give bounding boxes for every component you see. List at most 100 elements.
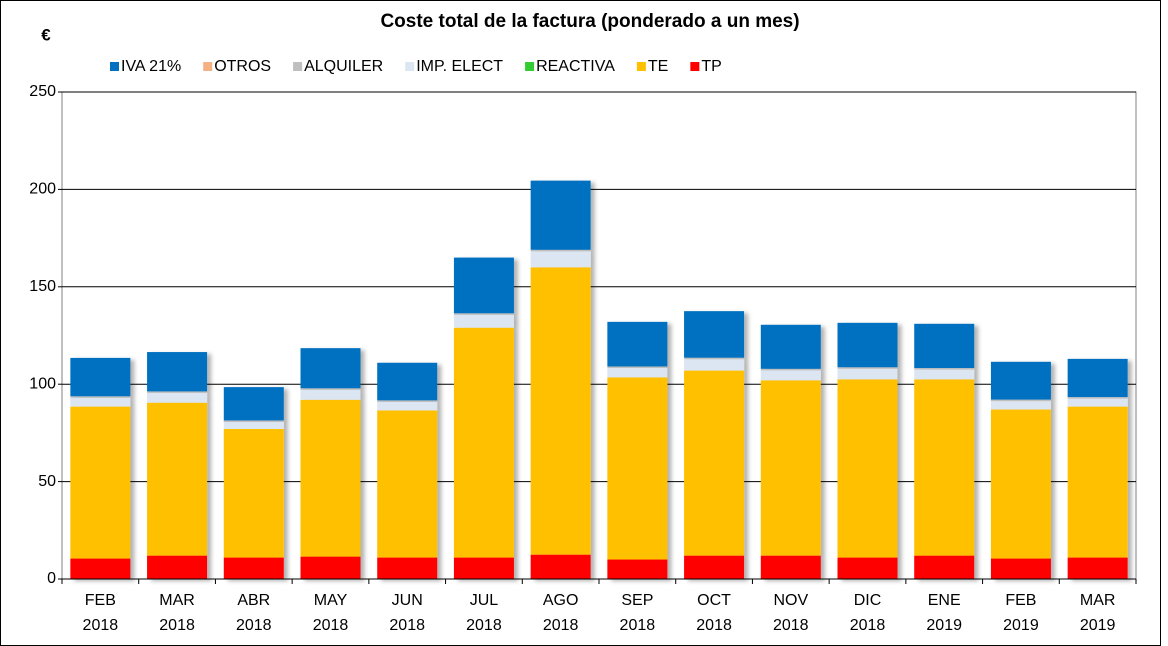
- bar-stack: [914, 323, 975, 579]
- bar-stack: [607, 321, 668, 579]
- bar-segment: [684, 311, 745, 358]
- bar-segment: [684, 357, 745, 360]
- bar-stack: [530, 180, 591, 579]
- bar-segment: [530, 180, 591, 250]
- bar-segment: [1067, 406, 1128, 558]
- y-tick-label: 150: [29, 278, 56, 295]
- x-tick-label: DIC 2018: [850, 592, 886, 634]
- bar-stack: [147, 352, 208, 579]
- bar-segment: [607, 366, 668, 369]
- bar-stack: [990, 361, 1051, 579]
- bar-segment: [914, 369, 975, 380]
- legend-label: IMP. ELECT: [416, 58, 503, 75]
- x-tick-label: SEP 2018: [620, 592, 656, 634]
- bar-segment: [223, 421, 284, 430]
- bar-segment: [147, 352, 208, 392]
- bar-segment: [760, 324, 821, 369]
- bar-segment: [453, 327, 514, 558]
- legend-label: IVA 21%: [121, 58, 181, 75]
- plot-area: [61, 91, 1137, 580]
- bar-segment: [70, 397, 131, 407]
- bar-segment: [530, 251, 591, 268]
- x-tick-label: ENE 2019: [926, 592, 962, 634]
- bar-segment: [530, 554, 591, 579]
- y-tick-label: 50: [38, 473, 56, 490]
- legend-label: TP: [701, 58, 721, 75]
- bar-segment: [223, 557, 284, 579]
- bar-segment: [760, 555, 821, 579]
- x-tick-label: MAR 2018: [159, 592, 195, 634]
- y-tick-label: 200: [29, 181, 56, 198]
- bar-segment: [990, 399, 1051, 402]
- legend-swatch: [525, 62, 535, 71]
- bar-stack: [70, 357, 131, 579]
- bar-segment: [760, 380, 821, 556]
- bar-segment: [70, 558, 131, 579]
- bar-segment: [377, 401, 438, 411]
- legend-label: OTROS: [214, 58, 271, 75]
- bar-stack: [300, 348, 361, 579]
- bar-segment: [377, 557, 438, 579]
- bar-segment: [300, 556, 361, 579]
- bar-segment: [147, 555, 208, 579]
- legend-swatch: [636, 62, 646, 71]
- bar-segment: [914, 323, 975, 369]
- bar-segment: [453, 314, 514, 328]
- bar-segment: [990, 409, 1051, 559]
- bar-segment: [607, 321, 668, 367]
- bar-segment: [837, 557, 898, 579]
- bar-segment: [990, 558, 1051, 579]
- bar-segment: [684, 359, 745, 371]
- bar-stack: [453, 257, 514, 579]
- bar-segment: [223, 387, 284, 421]
- legend-swatch: [110, 62, 119, 71]
- legend-swatch: [203, 62, 213, 71]
- bar-segment: [147, 391, 208, 393]
- bar-segment: [837, 368, 898, 380]
- legend-swatch: [405, 62, 415, 71]
- x-tick-label: MAY 2018: [313, 592, 349, 634]
- bar-segment: [914, 368, 975, 370]
- bar-segment: [1067, 358, 1128, 398]
- bar-segment: [990, 401, 1051, 410]
- bar-segment: [837, 379, 898, 558]
- x-tick-label: JUL 2018: [466, 592, 502, 634]
- bar-segment: [300, 389, 361, 400]
- bar-segment: [300, 399, 361, 557]
- bar-segment: [377, 400, 438, 402]
- y-axis-label: €: [41, 25, 51, 44]
- chart-title: Coste total de la factura (ponderado a u…: [380, 11, 799, 32]
- bar-segment: [70, 406, 131, 559]
- legend-label: TE: [648, 58, 668, 75]
- x-tick-label: ABR 2018: [236, 592, 272, 634]
- x-tick-label: MAR 2019: [1080, 592, 1116, 634]
- x-tick-label: NOV 2018: [773, 592, 809, 634]
- bar-segment: [760, 368, 821, 371]
- bar-stack: [684, 311, 745, 579]
- bar-segment: [530, 249, 591, 252]
- bar-stack: [760, 324, 821, 579]
- legend-swatch: [690, 62, 700, 71]
- x-tick-label: FEB 2019: [1003, 592, 1039, 634]
- bar-segment: [837, 367, 898, 369]
- bar-segment: [377, 362, 438, 401]
- bar-segment: [453, 313, 514, 315]
- x-tick-label: AGO 2018: [543, 592, 579, 634]
- bar-segment: [530, 267, 591, 555]
- bar-segment: [453, 557, 514, 579]
- bar-segment: [837, 322, 898, 368]
- bar-segment: [70, 396, 131, 398]
- bar-segment: [684, 555, 745, 579]
- bar-segment: [377, 410, 438, 558]
- x-tick-label: JUN 2018: [389, 592, 425, 634]
- bar-stack: [223, 387, 284, 579]
- bar-segment: [1067, 397, 1128, 399]
- y-tick-label: 250: [29, 83, 56, 100]
- bar-segment: [147, 402, 208, 556]
- bar-segment: [914, 555, 975, 579]
- bar-segment: [1067, 398, 1128, 407]
- legend-label: ALQUILER: [304, 58, 383, 75]
- bar-segment: [300, 348, 361, 389]
- y-tick-label: 100: [29, 375, 56, 392]
